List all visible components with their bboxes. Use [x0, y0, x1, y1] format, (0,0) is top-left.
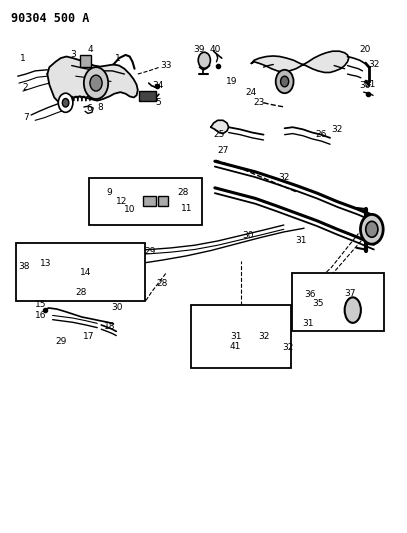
Text: 29: 29	[55, 337, 66, 346]
Text: 28: 28	[156, 279, 168, 288]
Bar	[292, 273, 384, 332]
Text: 2: 2	[22, 83, 28, 92]
Circle shape	[58, 93, 73, 112]
Text: 31: 31	[230, 332, 242, 341]
Text: 32: 32	[332, 125, 343, 134]
Circle shape	[235, 329, 247, 345]
Text: 20: 20	[359, 45, 371, 54]
Bar	[190, 305, 291, 368]
Bar	[80, 55, 91, 67]
Text: 25: 25	[213, 130, 225, 139]
Text: 15: 15	[35, 300, 46, 309]
Text: 24: 24	[246, 87, 257, 96]
Polygon shape	[97, 185, 106, 196]
Circle shape	[304, 297, 312, 308]
Text: 34: 34	[152, 81, 164, 90]
Circle shape	[62, 99, 69, 107]
Text: 33: 33	[160, 61, 172, 70]
Text: 5: 5	[155, 98, 161, 107]
Text: 12: 12	[116, 197, 127, 206]
Text: 39: 39	[194, 45, 205, 54]
Text: 13: 13	[40, 259, 52, 268]
Text: 7: 7	[23, 113, 29, 122]
Text: 31: 31	[302, 319, 314, 328]
Bar	[89, 178, 202, 225]
Bar	[144, 196, 155, 206]
Text: 30: 30	[242, 231, 254, 240]
Circle shape	[280, 76, 289, 87]
Text: 27: 27	[217, 146, 229, 155]
Circle shape	[276, 70, 293, 93]
Text: 37: 37	[345, 288, 356, 297]
Text: 35: 35	[312, 299, 324, 308]
Text: 26: 26	[315, 130, 327, 139]
Text: 16: 16	[35, 311, 46, 320]
Text: 41: 41	[230, 342, 241, 351]
Text: 31: 31	[295, 237, 306, 246]
Text: 8: 8	[97, 102, 103, 111]
Text: 1: 1	[20, 54, 26, 62]
Text: 30: 30	[112, 303, 123, 312]
Text: 17: 17	[83, 332, 95, 341]
Circle shape	[56, 266, 66, 279]
Text: 19: 19	[226, 77, 238, 86]
Text: 32: 32	[282, 343, 293, 352]
Text: 32: 32	[368, 60, 380, 69]
Circle shape	[223, 313, 259, 361]
Text: 29: 29	[144, 247, 155, 256]
Text: 23: 23	[254, 98, 265, 107]
Text: 3: 3	[70, 51, 76, 59]
Polygon shape	[211, 120, 229, 134]
Bar	[139, 91, 155, 101]
Polygon shape	[47, 56, 138, 104]
Text: 18: 18	[104, 321, 115, 330]
Circle shape	[90, 75, 102, 91]
Text: 36: 36	[304, 289, 315, 298]
Polygon shape	[252, 51, 349, 72]
Circle shape	[229, 321, 253, 353]
Text: 9: 9	[107, 188, 112, 197]
Text: 28: 28	[75, 287, 87, 296]
Text: 38: 38	[18, 262, 30, 271]
Text: 90304 500 A: 90304 500 A	[11, 12, 89, 26]
Ellipse shape	[345, 297, 361, 323]
Bar	[158, 196, 168, 206]
Text: 1: 1	[116, 54, 121, 62]
Circle shape	[84, 67, 108, 99]
Circle shape	[50, 260, 71, 286]
Bar	[16, 243, 145, 301]
Text: 10: 10	[124, 205, 136, 214]
Text: 28: 28	[177, 188, 189, 197]
Circle shape	[198, 52, 210, 68]
Text: 32: 32	[258, 332, 269, 341]
Text: 4: 4	[87, 45, 93, 54]
Text: 11: 11	[181, 204, 192, 213]
Text: 32: 32	[278, 173, 289, 182]
Text: 21: 21	[364, 80, 376, 89]
Circle shape	[366, 221, 378, 237]
Text: 30: 30	[359, 81, 371, 90]
Text: 40: 40	[209, 45, 221, 54]
Text: 6: 6	[86, 103, 92, 112]
Circle shape	[361, 214, 383, 244]
Text: 14: 14	[80, 269, 92, 277]
